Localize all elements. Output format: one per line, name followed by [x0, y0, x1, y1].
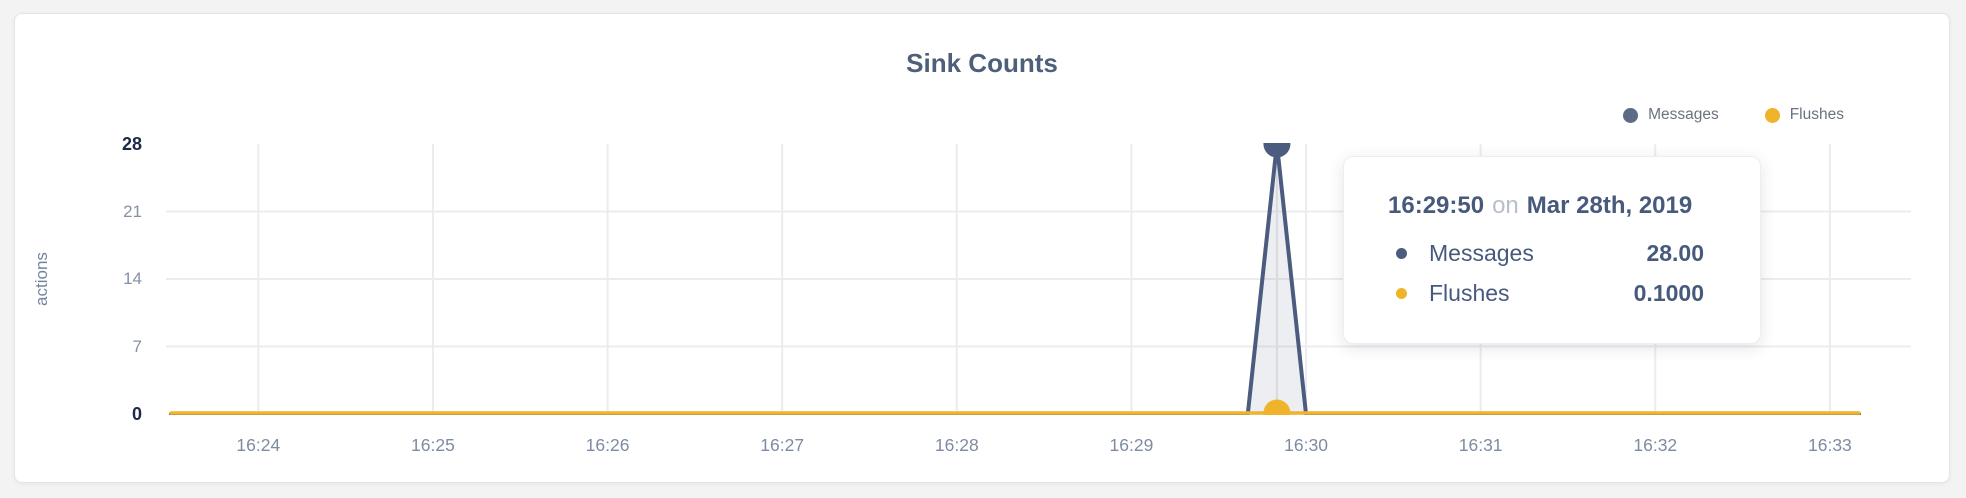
legend-dot-icon: [1623, 107, 1639, 123]
tooltip-series-dot-icon: [1396, 287, 1407, 299]
tooltip-date: Mar 28th, 2019: [1526, 192, 1693, 219]
legend-dot-icon: [1764, 107, 1780, 123]
x-tick-label: 16:27: [760, 435, 805, 455]
tooltip-conjunction: on: [1492, 192, 1519, 219]
x-tick-label: 16:28: [934, 435, 979, 455]
legend-item-flushes[interactable]: Flushes: [1764, 106, 1844, 124]
x-tick-label: 16:31: [1458, 435, 1503, 455]
legend: Messages Flushes: [1623, 102, 1844, 128]
legend-item-messages[interactable]: Messages: [1623, 106, 1719, 124]
tooltip-series-label: Messages: [1429, 239, 1534, 266]
tooltip-row-messages: Messages 28.00: [1388, 233, 1704, 273]
x-tick-label: 16:25: [411, 435, 455, 455]
y-tick-label: 14: [123, 269, 142, 288]
x-tick-label: 16:33: [1807, 435, 1852, 455]
legend-label: Flushes: [1789, 106, 1844, 123]
tooltip-header: 16:29:50 on Mar 28th, 2019: [1388, 191, 1704, 221]
x-tick-label: 16:29: [1109, 435, 1154, 455]
x-axis: 16:24 16:25 16:26 16:27 16:28 16:29 16:30 16:31…: [166, 434, 1911, 456]
tooltip-series-value: 28.00: [1646, 239, 1704, 266]
x-tick-label: 16:32: [1633, 435, 1678, 455]
chart-title: Sink Counts: [906, 48, 1058, 78]
tooltip-series-value: 0.1000: [1633, 279, 1704, 306]
x-tick-label: 16:30: [1284, 435, 1328, 455]
x-tick-label: 16:24: [236, 435, 281, 455]
y-tick-label: 7: [132, 336, 142, 356]
y-tick-label: 28: [121, 134, 142, 154]
tooltip-series-label: Flushes: [1429, 279, 1510, 306]
tooltip: 16:29:50 on Mar 28th, 2019 Messages 28.00 Fl…: [1343, 156, 1761, 344]
hover-marker-messages: [1263, 143, 1291, 158]
chart-card: Sink Counts Messages Flushes actions 0 7 14…: [14, 13, 1950, 483]
tooltip-series-dot-icon: [1396, 247, 1407, 259]
x-tick-label: 16:26: [585, 435, 630, 455]
legend-label: Messages: [1648, 106, 1719, 123]
tooltip-rows: Messages 28.00 Flushes 0.1000: [1388, 233, 1704, 313]
hover-marker-flushes: [1263, 399, 1291, 415]
tooltip-row-flushes: Flushes 0.1000: [1388, 273, 1704, 313]
y-axis: 0 7 14 21 28: [15, 14, 142, 482]
tooltip-time: 16:29:50: [1388, 192, 1485, 219]
y-tick-label: 0: [131, 404, 142, 424]
y-tick-label: 21: [123, 201, 142, 221]
